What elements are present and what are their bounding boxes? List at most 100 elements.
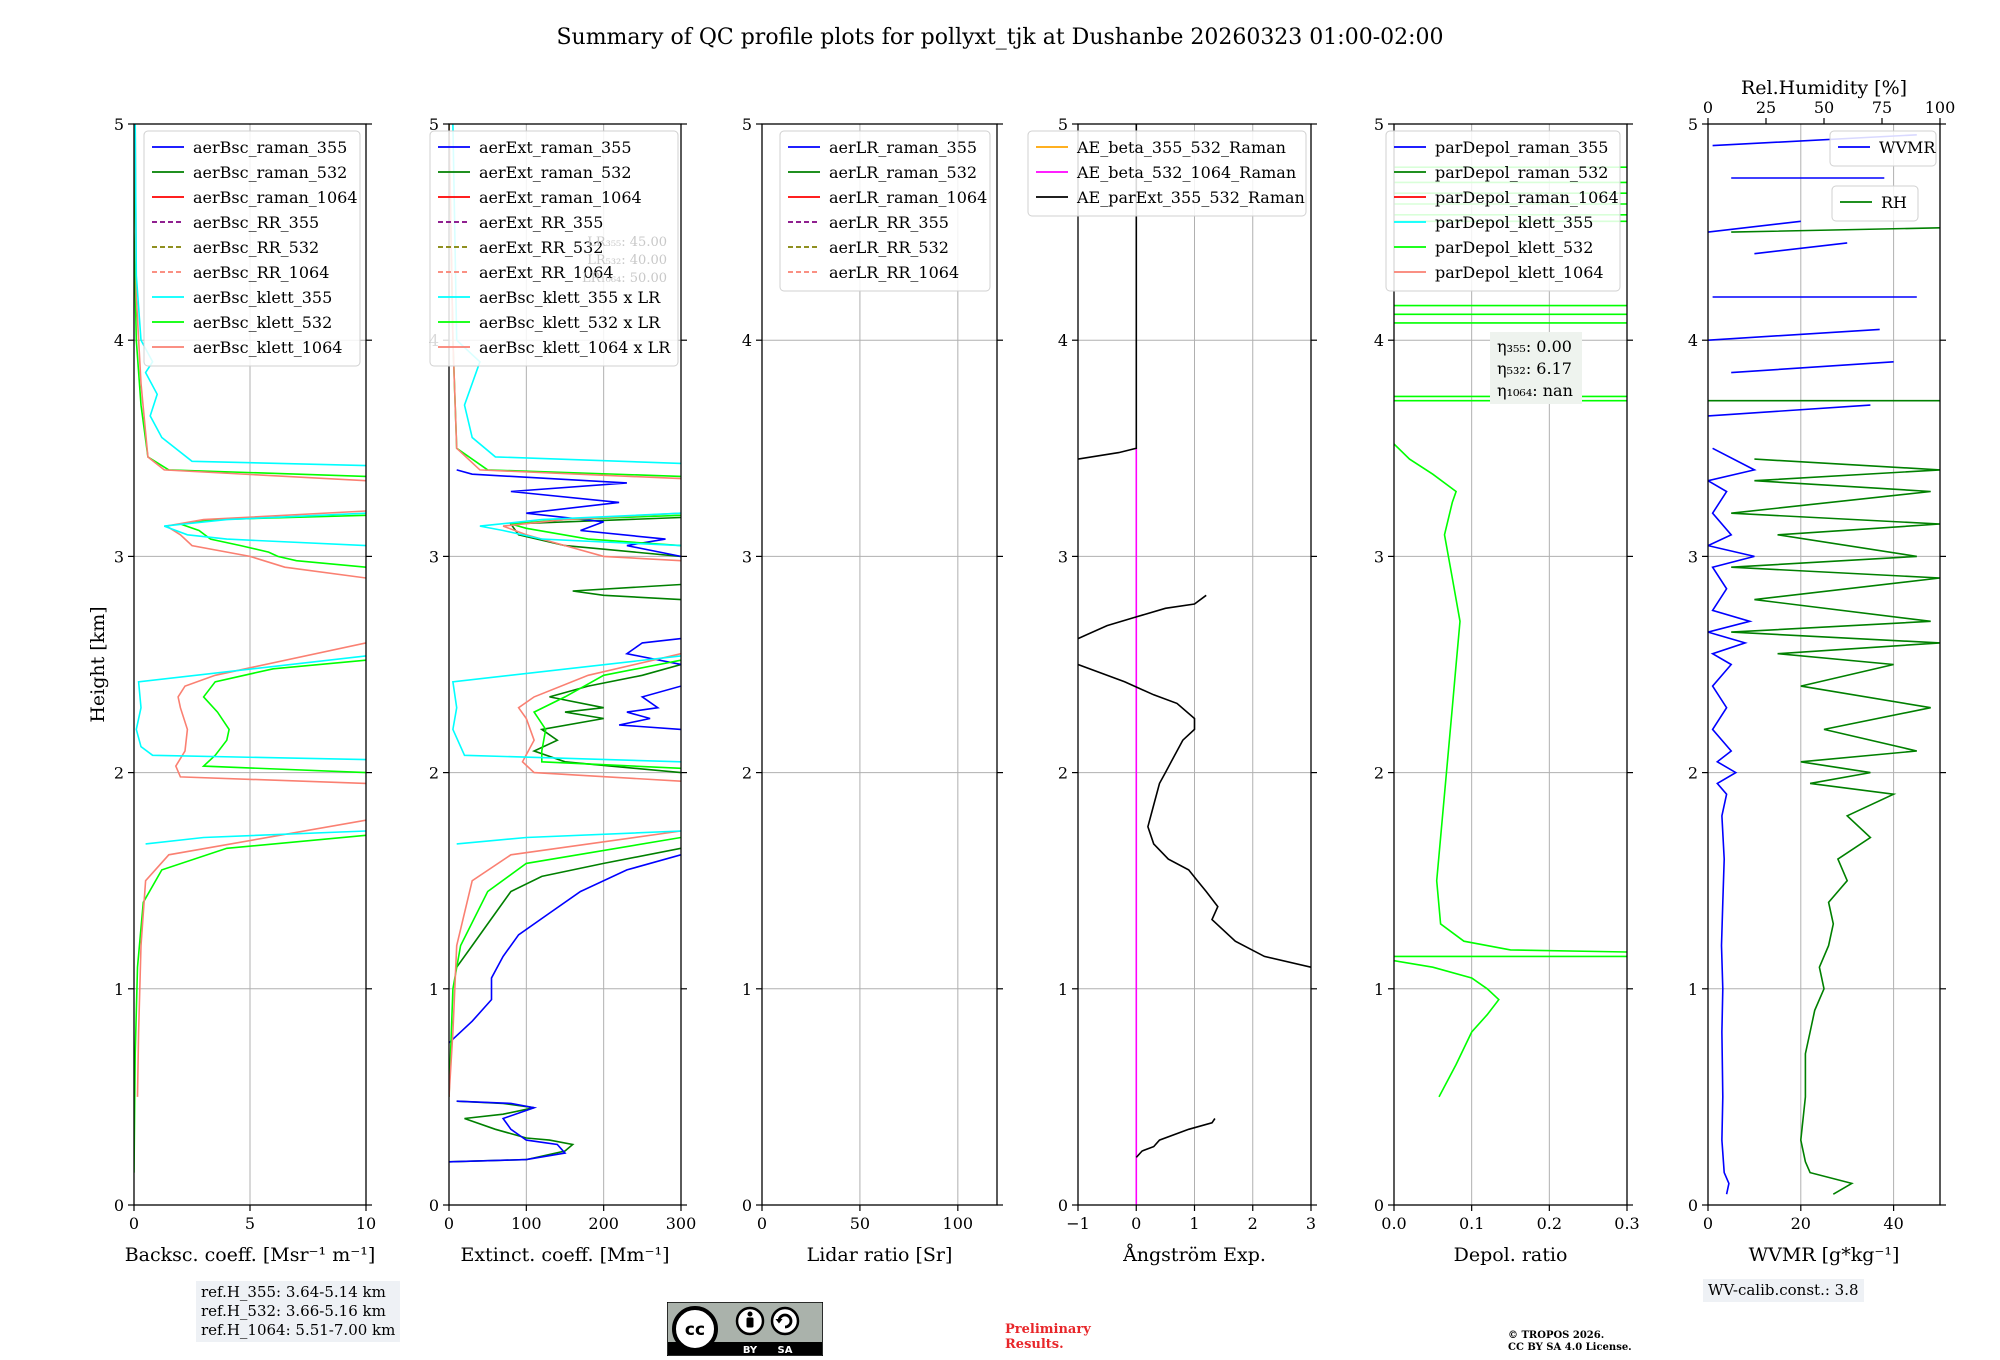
x-tick-label: 0	[129, 1214, 139, 1233]
legend-box	[143, 130, 361, 367]
y-tick-label: 3	[114, 547, 124, 566]
y-tick-label: 0	[1374, 1196, 1384, 1215]
top-x-tick-label: 100	[1925, 98, 1956, 117]
lr-annotation: LR₃₅₅: 45.00	[587, 235, 667, 250]
y-tick-label: 1	[114, 980, 124, 999]
axes-frame	[761, 123, 998, 1206]
ref-height-532: ref.H_532: 3.66-5.16 km	[201, 1302, 386, 1320]
legend-label-AE_beta_532_1064_Raman: AE_beta_532_1064_Raman	[1076, 163, 1296, 182]
x-tick-label: 0.2	[1537, 1214, 1562, 1233]
y-tick-label: 1	[1688, 980, 1698, 999]
x-tick-label: 3	[1306, 1214, 1316, 1233]
legend-label-parDepol_raman_1064: parDepol_raman_1064	[1435, 188, 1619, 207]
legend-label-aerBsc_klett_355 x LR: aerBsc_klett_355 x LR	[479, 288, 661, 307]
series-line-aerExt_raman_355	[449, 469, 681, 1163]
legend-box	[429, 130, 679, 367]
y-tick-label: 2	[429, 764, 439, 783]
panel-ext: 0123450100200300Extinct. coeff. [Mm⁻¹]ae…	[429, 115, 696, 1266]
y-tick-label: 5	[1058, 115, 1068, 134]
x-tick-label: 5	[245, 1214, 255, 1233]
lr-annotation: LR₁₀₆₄: 50.00	[582, 271, 667, 286]
y-tick-label: 3	[429, 547, 439, 566]
legend-label-aerLR_raman_1064: aerLR_raman_1064	[829, 188, 987, 207]
legend-label-aerLR_RR_355: aerLR_RR_355	[829, 213, 949, 232]
cc-by-label: BY	[743, 1345, 758, 1356]
x-tick-label: 100	[511, 1214, 542, 1233]
legend-label-parDepol_raman_532: parDepol_raman_532	[1435, 163, 1608, 182]
x-axis-label: Ångström Exp.	[1122, 1244, 1266, 1266]
x-tick-label: 300	[666, 1214, 697, 1233]
y-axis-label: Height [km]	[87, 606, 109, 722]
x-axis-label: Backsc. coeff. [Msr⁻¹ m⁻¹]	[125, 1244, 376, 1266]
top-x-tick-label: 25	[1756, 98, 1776, 117]
y-tick-label: 0	[1058, 1196, 1068, 1215]
y-tick-label: 3	[1058, 547, 1068, 566]
ref-height-1064: ref.H_1064: 5.51-7.00 km	[201, 1321, 396, 1339]
legend-label-aerExt_RR_355: aerExt_RR_355	[479, 213, 603, 232]
legend-label-aerBsc_raman_355: aerBsc_raman_355	[193, 138, 347, 157]
y-tick-label: 2	[1374, 764, 1384, 783]
y-tick-label: 1	[1374, 980, 1384, 999]
x-tick-label: 10	[356, 1214, 376, 1233]
x-axis-label: WVMR [g*kg⁻¹]	[1749, 1244, 1900, 1266]
x-tick-label: 50	[850, 1214, 870, 1233]
legend-box-wvmr	[1829, 130, 1937, 167]
y-tick-label: 2	[1688, 764, 1698, 783]
legend-label-aerExt_raman_532: aerExt_raman_532	[479, 163, 632, 182]
legend-label-aerExt_raman_355: aerExt_raman_355	[479, 138, 632, 157]
y-tick-label: 0	[1688, 1196, 1698, 1215]
y-tick-label: 1	[429, 980, 439, 999]
legend-label-aerBsc_RR_532: aerBsc_RR_532	[193, 238, 319, 257]
legend-label-aerExt_raman_1064: aerExt_raman_1064	[479, 188, 642, 207]
y-tick-label: 4	[1374, 331, 1384, 350]
share-alike-icon-arc	[777, 1313, 793, 1329]
legend-label-parDepol_klett_532: parDepol_klett_532	[1435, 238, 1593, 257]
x-axis-label: Depol. ratio	[1454, 1244, 1568, 1266]
y-tick-label: 3	[1374, 547, 1384, 566]
y-tick-label: 5	[742, 115, 752, 134]
legend-label-parDepol_klett_355: parDepol_klett_355	[1435, 213, 1593, 232]
legend-box	[1385, 130, 1621, 292]
eta-annotation: η₁₀₆₄: nan	[1497, 381, 1573, 400]
y-tick-label: 1	[742, 980, 752, 999]
legend-label-aerBsc_klett_1064: aerBsc_klett_1064	[193, 338, 342, 357]
y-tick-label: 5	[114, 115, 124, 134]
y-tick-label: 3	[742, 547, 752, 566]
x-tick-label: 20	[1791, 1214, 1811, 1233]
legend-label-aerBsc_RR_355: aerBsc_RR_355	[193, 213, 319, 232]
attribution-icon-body	[746, 1317, 754, 1328]
panel-depol: 0 1 2 3 4 5 0.0 0.1 0.2 0.3 Depol. ratio parDepol_r…	[1374, 115, 1640, 1266]
x-tick-label: 0.3	[1614, 1214, 1639, 1233]
legend-label-aerBsc_klett_355: aerBsc_klett_355	[193, 288, 332, 307]
x-tick-label: 0.0	[1381, 1214, 1406, 1233]
eta-annotation: η₃₅₅: 0.00	[1497, 337, 1572, 356]
x-tick-label: 0	[1703, 1214, 1713, 1233]
y-tick-label: 3	[1688, 547, 1698, 566]
top-x-tick-label: 50	[1814, 98, 1834, 117]
series-line-parDepol_klett_532	[1394, 166, 1627, 1098]
wv-calibration-text: WV-calib.const.: 3.8	[1708, 1281, 1859, 1299]
top-x-tick-label: 75	[1872, 98, 1892, 117]
x-tick-label: 0	[757, 1214, 767, 1233]
copyright-line-1: © TROPOS 2026.	[1508, 1330, 1605, 1341]
y-tick-label: 5	[429, 115, 439, 134]
series-line-aerBsc_klett_355 x LR	[451, 124, 681, 845]
copyright-note: © TROPOS 2026. CC BY SA 4.0 License.	[1508, 1330, 1632, 1354]
x-tick-label: 0	[444, 1214, 454, 1233]
axes-frame	[448, 123, 682, 1206]
wv-calibration-box: WV-calib.const.: 3.8	[1703, 1279, 1864, 1302]
legend-label-aerBsc_raman_1064: aerBsc_raman_1064	[193, 188, 358, 207]
legend-label-aerBsc_raman_532: aerBsc_raman_532	[193, 163, 347, 182]
y-tick-label: 4	[742, 331, 752, 350]
legend-label-aerBsc_klett_532: aerBsc_klett_532	[193, 313, 332, 332]
y-tick-label: 4	[1058, 331, 1068, 350]
copyright-line-2: CC BY SA 4.0 License.	[1508, 1342, 1632, 1353]
legend-label-aerLR_RR_532: aerLR_RR_532	[829, 238, 949, 257]
legend-label-aerExt_RR_532: aerExt_RR_532	[479, 238, 603, 257]
x-tick-label: −1	[1066, 1214, 1090, 1233]
y-tick-label: 0	[742, 1196, 752, 1215]
series-line-aerBsc_klett_1064 x LR	[449, 124, 681, 1097]
series-line-aerBsc_klett_1064	[134, 124, 366, 1097]
